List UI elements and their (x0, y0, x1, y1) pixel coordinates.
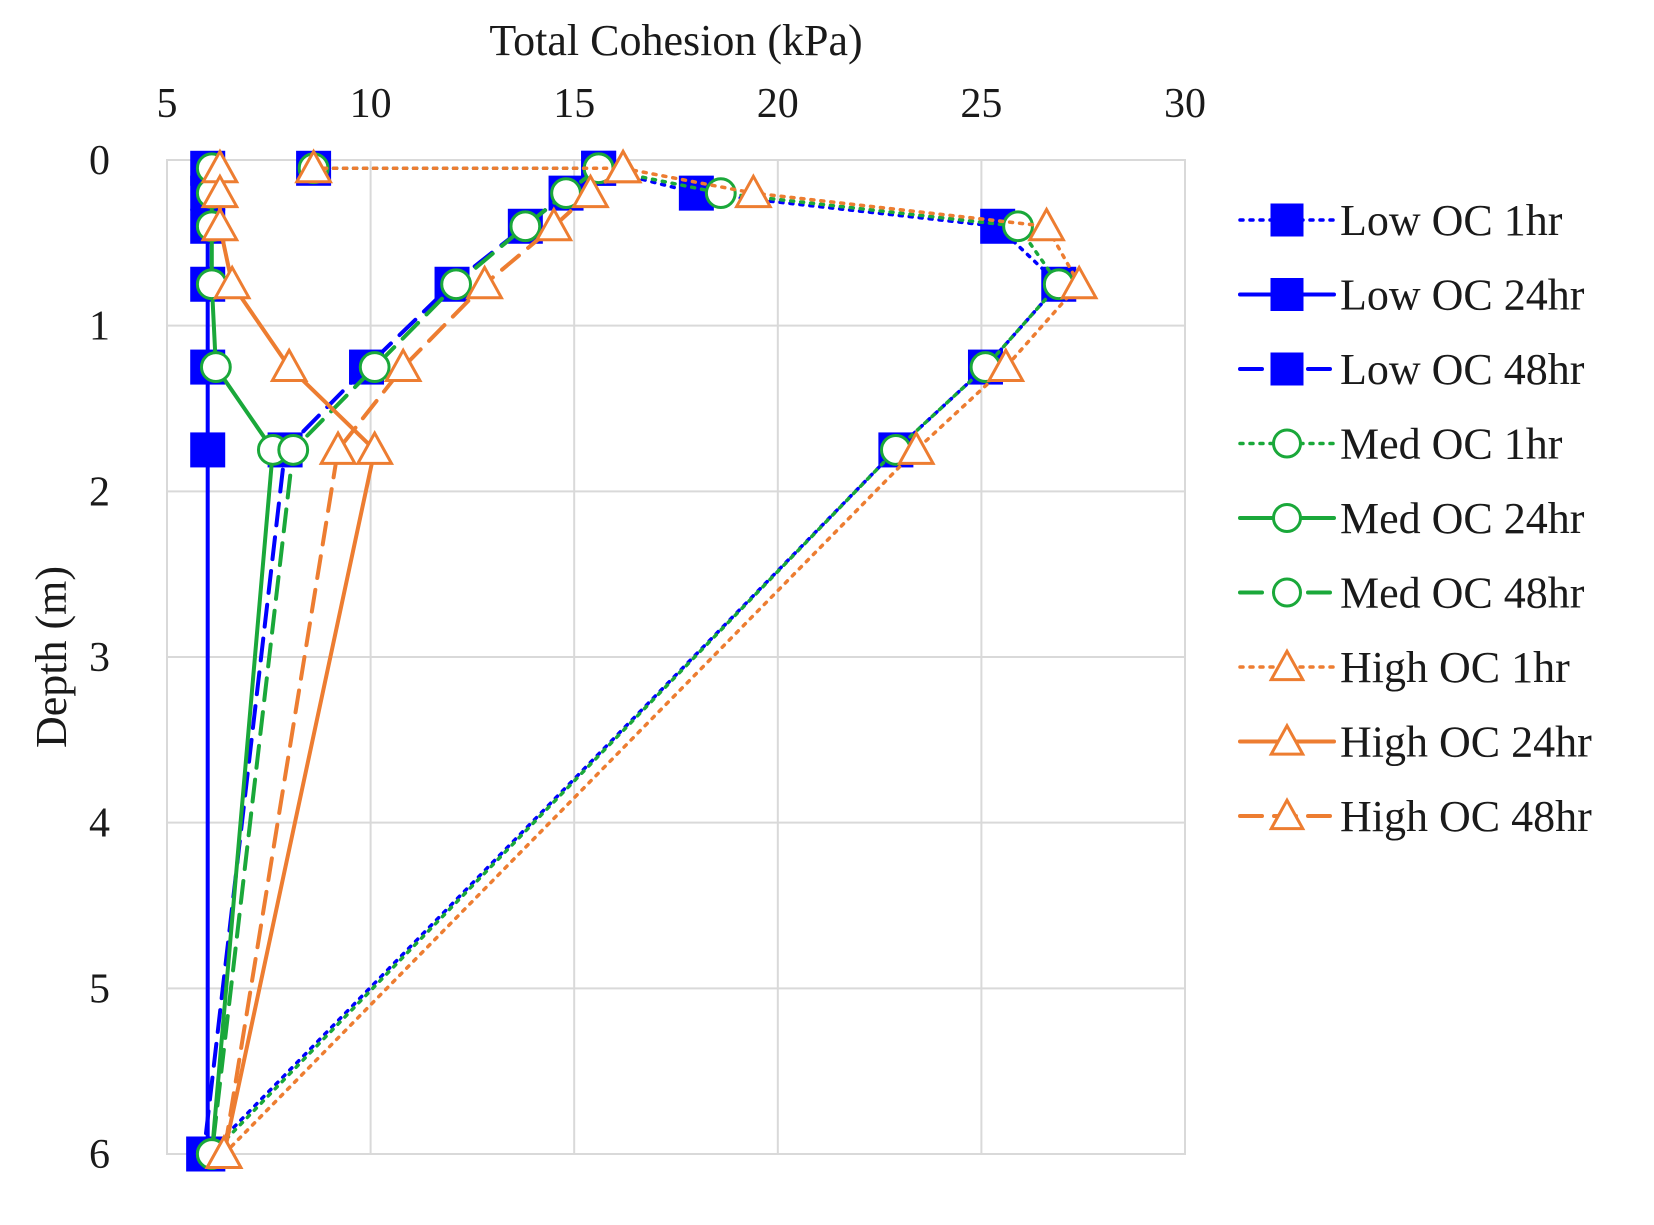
x-tick-label: 15 (553, 81, 595, 127)
data-point (440, 268, 473, 301)
data-point (358, 351, 391, 383)
series-line (222, 166, 626, 1156)
y-tick-label: 5 (89, 966, 110, 1012)
series-high-oc-48hr (204, 148, 643, 1169)
data-point (896, 430, 936, 465)
y-tick-label: 4 (89, 801, 110, 847)
legend-item-low-oc-1hr: Low OC 1hr (1238, 196, 1563, 245)
data-point (200, 206, 240, 242)
series-line (209, 166, 275, 1156)
legend-label: Med OC 48hr (1340, 569, 1585, 618)
series-high-oc-1hr (204, 148, 1099, 1169)
x-axis-title: Total Cohesion (kPa) (489, 16, 862, 65)
data-point (603, 148, 643, 184)
data-point (1059, 264, 1099, 300)
x-tick-label: 20 (757, 81, 799, 127)
x-tick-label: 30 (1164, 81, 1206, 127)
legend-marker (1272, 577, 1302, 608)
x-tick-label: 10 (350, 81, 392, 127)
series-line (210, 166, 1061, 1156)
data-point (534, 206, 574, 242)
data-point (1027, 206, 1066, 242)
legend-marker (1268, 722, 1306, 756)
legend-label: Med OC 1hr (1340, 420, 1563, 469)
y-tick-label: 0 (89, 138, 110, 184)
data-point (571, 173, 610, 209)
data-point (212, 264, 252, 300)
series-line (205, 166, 1061, 1156)
legend-label: Low OC 48hr (1340, 345, 1585, 394)
data-point (465, 264, 504, 300)
legend-marker (1272, 428, 1302, 459)
legend-label: Low OC 1hr (1340, 196, 1563, 245)
data-point (704, 177, 737, 210)
legend-item-high-oc-48hr: High OC 48hr (1238, 792, 1592, 841)
y-axis-title: Depth (m) (27, 566, 76, 748)
x-tick-label: 25 (960, 81, 1002, 127)
data-point (1002, 210, 1034, 243)
legend-item-low-oc-24hr: Low OC 24hr (1238, 271, 1585, 320)
legend-marker (1270, 352, 1304, 386)
y-tick-label: 3 (89, 635, 110, 681)
legend-item-high-oc-24hr: High OC 24hr (1238, 718, 1592, 767)
legend-item-med-oc-24hr: Med OC 24hr (1238, 494, 1585, 543)
series-lines (186, 148, 1099, 1172)
legend-item-low-oc-48hr: Low OC 48hr (1238, 345, 1585, 394)
data-point (277, 434, 310, 466)
legend-label: Med OC 24hr (1340, 494, 1585, 543)
data-point (986, 347, 1026, 383)
legend-label: High OC 1hr (1340, 643, 1570, 692)
y-tick-label: 6 (89, 1132, 110, 1178)
data-point (269, 347, 309, 383)
data-point (204, 1134, 244, 1169)
data-point (383, 347, 423, 383)
legend-label: High OC 48hr (1340, 792, 1592, 841)
data-point (355, 430, 395, 465)
legend-label: Low OC 24hr (1340, 271, 1585, 320)
data-point (199, 351, 232, 383)
legend-item-med-oc-48hr: Med OC 48hr (1238, 569, 1585, 618)
data-point (734, 173, 773, 209)
series-line (222, 166, 1081, 1156)
series-high-oc-24hr (200, 148, 395, 1169)
legend-item-med-oc-1hr: Med OC 1hr (1238, 420, 1563, 469)
y-tick-label: 1 (89, 304, 110, 350)
plot-area (166, 159, 1186, 1155)
legend-marker (1268, 797, 1306, 831)
grid (166, 159, 1186, 1155)
series-low-oc-1hr (190, 150, 1077, 1172)
data-point (318, 430, 358, 465)
y-tick-label: 2 (89, 469, 110, 515)
series-med-oc-24hr (195, 152, 289, 1170)
legend-item-high-oc-1hr: High OC 1hr (1238, 643, 1570, 692)
axis-ticks: 5 10 15 20 25 30 0 1 2 3 4 5 6 (89, 81, 1206, 1178)
legend-label: High OC 24hr (1340, 718, 1592, 767)
series-med-oc-48hr (195, 152, 615, 1170)
series-line (209, 166, 601, 1156)
legend-marker (1270, 203, 1304, 237)
series-line (201, 166, 601, 1156)
data-point (509, 210, 542, 243)
legend-marker (1270, 278, 1304, 311)
legend-marker (1272, 503, 1302, 533)
data-point (190, 432, 226, 468)
legend: Low OC 1hr Low OC 24hr Low OC 48hr Med OC 1… (1238, 196, 1592, 841)
x-tick-label: 5 (157, 81, 178, 127)
legend-marker (1268, 648, 1306, 682)
data-point (294, 148, 333, 184)
